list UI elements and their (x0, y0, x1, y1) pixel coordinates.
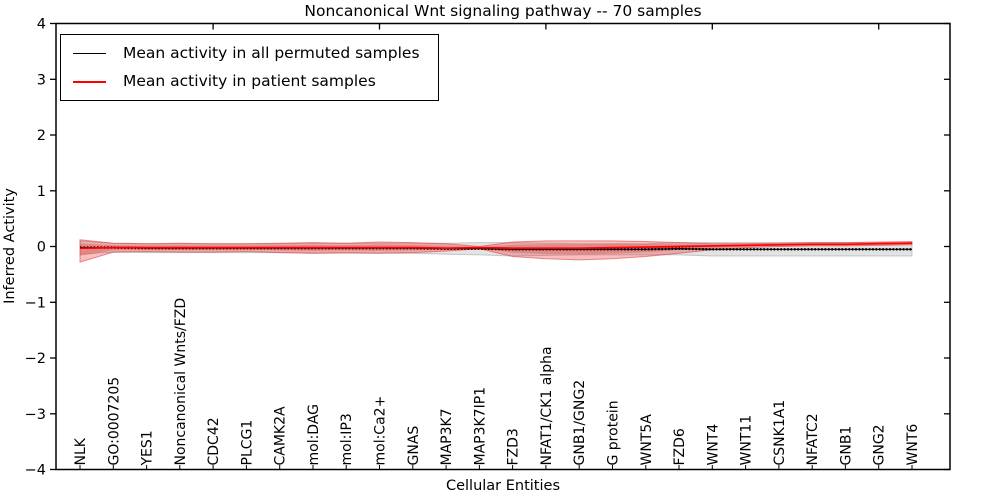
x-tick-label: MAP3K7IP1 (472, 387, 488, 466)
x-tick-label: PLCG1 (239, 420, 255, 466)
y-tick-label: 4 (37, 17, 46, 33)
x-tick-label: NLK (73, 437, 89, 465)
y-tick-label: 3 (37, 72, 46, 88)
y-axis-title: Inferred Activity (2, 188, 18, 304)
x-tick-label: FZD3 (506, 428, 522, 465)
legend-line-permuted-icon (73, 53, 106, 54)
legend-label-patient: Mean activity in patient samples (123, 72, 376, 90)
x-tick-label: G protein (606, 400, 622, 465)
x-tick-label: GO:0007205 (106, 377, 122, 466)
legend: Mean activity in all permuted samples Me… (60, 34, 439, 101)
x-tick-label: NFAT1/CK1 alpha (539, 346, 555, 465)
patient-mean-line (79, 242, 913, 250)
x-tick-label: GNG2 (872, 424, 888, 465)
y-tick-label: −1 (25, 295, 46, 311)
x-tick-label: mol:DAG (306, 404, 322, 466)
x-tick-label: CDC42 (206, 417, 222, 465)
x-tick-label: FZD6 (672, 428, 688, 465)
y-tick-label: 1 (37, 184, 46, 200)
x-tick-label: mol:IP3 (339, 413, 355, 465)
x-tick-label: CSNK1A1 (772, 400, 788, 466)
x-tick-label: WNT5A (639, 414, 655, 466)
y-tick-label: −4 (25, 463, 46, 479)
legend-line-patient-icon (73, 80, 106, 83)
legend-label-permuted: Mean activity in all permuted samples (123, 44, 420, 62)
y-tick-label: −2 (25, 351, 46, 367)
x-tick-label: MAP3K7 (439, 408, 455, 465)
x-tick-label: YES1 (140, 430, 156, 466)
x-tick-label: WNT11 (739, 415, 755, 466)
y-tick-label: −3 (25, 407, 46, 423)
x-tick-label: NFATC2 (805, 413, 821, 465)
x-tick-label: GNB1/GNG2 (572, 380, 588, 466)
y-tick-label: 0 (37, 240, 46, 256)
legend-item-patient: Mean activity in patient samples (73, 72, 420, 91)
permuted-mean-markers (80, 246, 912, 251)
x-tick-label: GNB1 (838, 426, 854, 466)
x-tick-label: Noncanonical Wnts/FZD (173, 298, 189, 466)
chart-title: Noncanonical Wnt signaling pathway -- 70… (304, 2, 702, 20)
x-axis-title: Cellular Entities (445, 478, 561, 494)
x-tick-label: WNT6 (905, 424, 921, 466)
y-tick-label: 2 (37, 128, 46, 144)
x-tick-label: GNAS (406, 426, 422, 466)
legend-item-permuted: Mean activity in all permuted samples (73, 44, 420, 63)
x-tick-label: WNT4 (705, 424, 721, 466)
x-tick-label: CAMK2A (273, 406, 289, 466)
x-tick-label: mol:Ca2+ (373, 396, 389, 466)
